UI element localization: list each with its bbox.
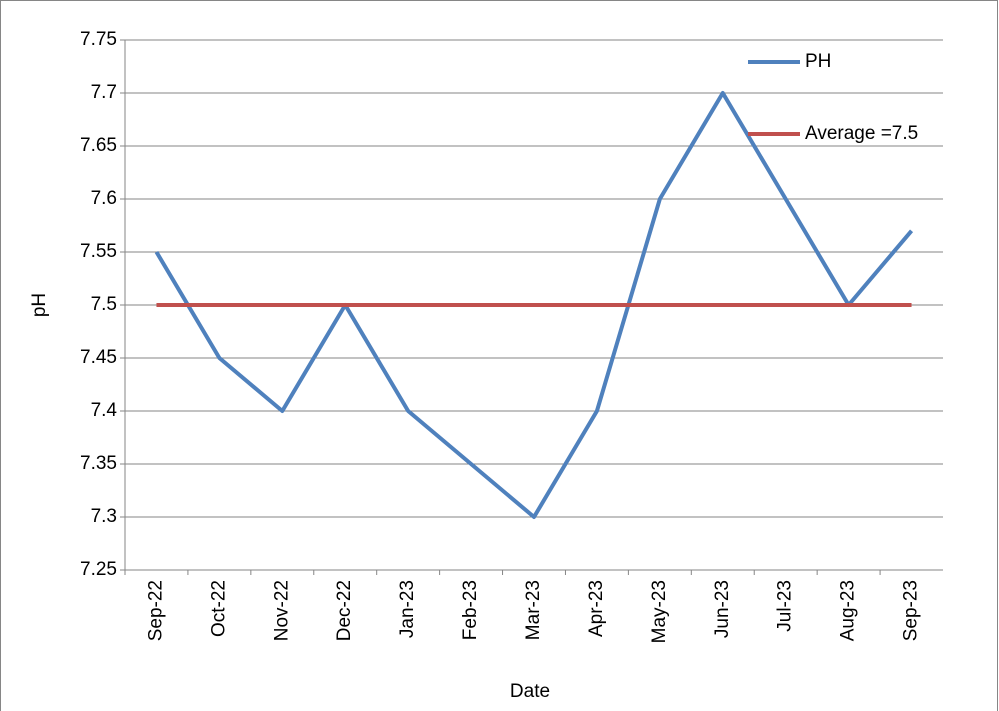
x-tick-label: Jan-23 (397, 580, 418, 638)
x-tick-label: May-23 (649, 580, 670, 643)
x-tick-label: Jul-23 (775, 580, 796, 632)
y-tick-label: 7.35 (80, 453, 117, 474)
y-axis-label: pH (29, 293, 50, 317)
x-tick-label: Sep-23 (901, 580, 922, 641)
x-tick-label: Aug-23 (838, 580, 859, 641)
x-tick-label: Nov-22 (271, 580, 292, 641)
series-line (154, 91, 914, 519)
x-tick-label: Jun-23 (712, 580, 733, 638)
y-tick-label: 7.55 (80, 241, 117, 262)
y-tick-label: 7.4 (91, 400, 118, 421)
y-tick-label: 7.6 (91, 188, 117, 209)
x-axis-label: Date (510, 681, 550, 702)
x-tick-label: Sep-22 (145, 580, 166, 641)
x-tick-label: Mar-23 (523, 580, 544, 640)
y-tick-label: 7.65 (80, 135, 117, 156)
legend-label: PH (805, 51, 831, 72)
y-tick-label: 7.5 (91, 294, 117, 315)
x-tick-label: Apr-23 (586, 580, 607, 637)
x-tick-label: Feb-23 (460, 580, 481, 640)
y-tick-label: 7.7 (91, 82, 117, 103)
x-tick-label: Dec-22 (334, 580, 355, 641)
legend-label: Average =7.5 (805, 123, 918, 144)
x-tick-label: Oct-22 (208, 580, 229, 637)
y-tick-label: 7.3 (91, 506, 117, 527)
y-tick-label: 7.75 (80, 29, 117, 50)
y-tick-label: 7.25 (80, 559, 117, 580)
y-tick-label: 7.45 (80, 347, 117, 368)
